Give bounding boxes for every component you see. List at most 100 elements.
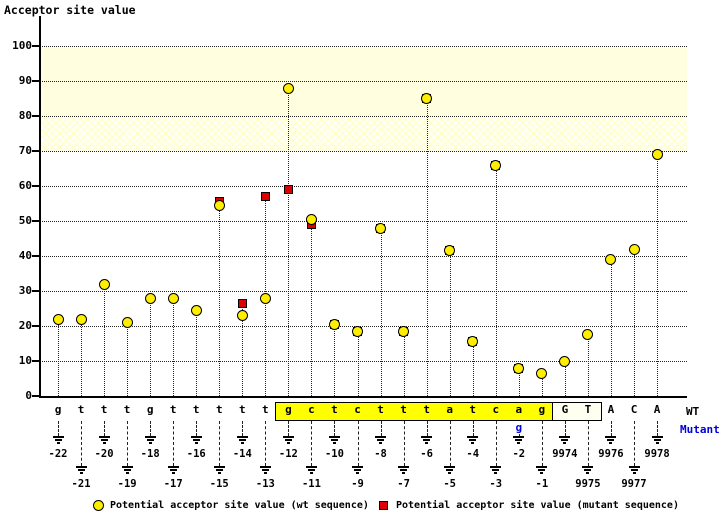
- mutant-legend-marker-icon: [379, 501, 388, 510]
- position-marker-icon: [148, 442, 152, 444]
- wt-data-point: [52, 313, 64, 325]
- y-axis-tick-label: 100: [12, 39, 32, 52]
- position-marker-icon: [469, 439, 477, 441]
- y-axis-tick-label: 40: [18, 249, 32, 262]
- data-point-stem: [426, 98, 428, 396]
- position-marker-icon: [194, 442, 198, 444]
- position-number: -9: [351, 478, 364, 490]
- data-point-stem: [58, 319, 59, 396]
- position-leader-line: [242, 421, 244, 436]
- wt-data-point: [282, 82, 294, 94]
- sequence-base: t: [331, 403, 338, 416]
- position-number: -10: [324, 448, 344, 460]
- position-marker-icon: [563, 442, 567, 444]
- data-point-stem: [518, 368, 520, 396]
- position-marker-icon: [123, 469, 131, 471]
- position-number: -11: [301, 478, 321, 490]
- gridline: [40, 151, 687, 152]
- position-leader-line: [426, 421, 428, 436]
- sequence-base: t: [423, 403, 430, 416]
- position-number: -16: [186, 448, 206, 460]
- position-leader-line: [173, 421, 175, 466]
- position-leader-line: [541, 421, 543, 466]
- mutant-data-point: [283, 185, 293, 194]
- position-number: -22: [48, 448, 68, 460]
- mutant-base: g: [515, 421, 523, 434]
- position-marker-icon: [467, 436, 479, 438]
- sequence-base: C: [630, 403, 638, 416]
- position-marker-icon: [282, 436, 294, 438]
- data-point-stem: [449, 250, 451, 396]
- position-marker-icon: [400, 469, 408, 471]
- data-point-stem: [104, 284, 106, 396]
- position-number: -21: [71, 478, 91, 490]
- mutant-legend-label: Potential acceptor site value (mutant se…: [396, 500, 679, 511]
- sequence-base: c: [308, 403, 315, 416]
- position-marker-icon: [605, 436, 617, 438]
- wt-data-point: [605, 254, 617, 265]
- position-marker-icon: [121, 466, 133, 468]
- y-axis-tick-label: 80: [18, 109, 32, 122]
- wt-data-point: [513, 362, 525, 374]
- position-marker-icon: [236, 436, 248, 438]
- data-point-stem: [150, 298, 152, 396]
- position-marker-icon: [375, 436, 387, 438]
- position-marker-icon: [261, 469, 269, 471]
- position-leader-line: [587, 421, 589, 466]
- data-point-stem: [472, 341, 474, 396]
- position-leader-line: [357, 421, 359, 466]
- position-number: 9978: [644, 448, 670, 460]
- position-marker-icon: [653, 439, 661, 441]
- position-marker-icon: [515, 439, 523, 441]
- mutant-data-point: [260, 192, 270, 201]
- x-axis-line: [39, 396, 687, 398]
- position-leader-line: [104, 421, 106, 436]
- position-marker-icon: [330, 439, 338, 441]
- sequence-base: t: [192, 403, 200, 416]
- position-marker-icon: [492, 469, 500, 471]
- y-axis-tick-label: 50: [18, 214, 32, 227]
- position-marker-icon: [379, 442, 383, 444]
- y-axis-tick-label: 90: [18, 74, 32, 87]
- position-marker-icon: [259, 466, 271, 468]
- position-marker-icon: [56, 442, 60, 444]
- position-leader-line: [150, 421, 152, 436]
- sequence-base: g: [285, 403, 292, 416]
- position-marker-icon: [559, 436, 571, 438]
- position-marker-icon: [240, 442, 244, 444]
- position-marker-icon: [446, 469, 454, 471]
- sequence-base: t: [262, 403, 269, 416]
- data-point-stem: [495, 165, 497, 396]
- sequence-base: a: [446, 403, 453, 416]
- gridline: [40, 291, 687, 292]
- position-number: 9976: [598, 448, 624, 460]
- position-number: -4: [466, 448, 480, 460]
- position-number: -2: [512, 448, 526, 460]
- position-leader-line: [196, 421, 198, 436]
- data-point-stem: [380, 228, 382, 396]
- position-marker-icon: [630, 469, 638, 471]
- sequence-base: A: [607, 403, 615, 416]
- position-marker-icon: [513, 436, 525, 438]
- wt-legend-label: Potential acceptor site value (wt sequen…: [110, 500, 369, 511]
- wt-data-point: [328, 318, 340, 330]
- position-leader-line: [311, 421, 313, 466]
- sequence-base: g: [538, 403, 546, 416]
- wt-data-point: [628, 243, 640, 255]
- y-axis-tick-label: 70: [18, 144, 32, 157]
- wt-data-point: [582, 329, 594, 341]
- gridline: [40, 361, 687, 362]
- data-point-stem: [657, 154, 659, 396]
- position-marker-icon: [471, 442, 475, 444]
- position-marker-icon: [54, 439, 62, 441]
- position-number: -7: [397, 478, 410, 490]
- y-axis-title: Acceptor site value: [4, 3, 136, 17]
- y-axis-tick: [32, 150, 40, 152]
- position-number: -3: [489, 478, 503, 490]
- position-leader-line: [564, 421, 566, 436]
- wt-data-point: [305, 213, 317, 225]
- position-marker-icon: [425, 442, 429, 444]
- y-axis-tick: [32, 395, 40, 397]
- position-marker-icon: [609, 442, 613, 444]
